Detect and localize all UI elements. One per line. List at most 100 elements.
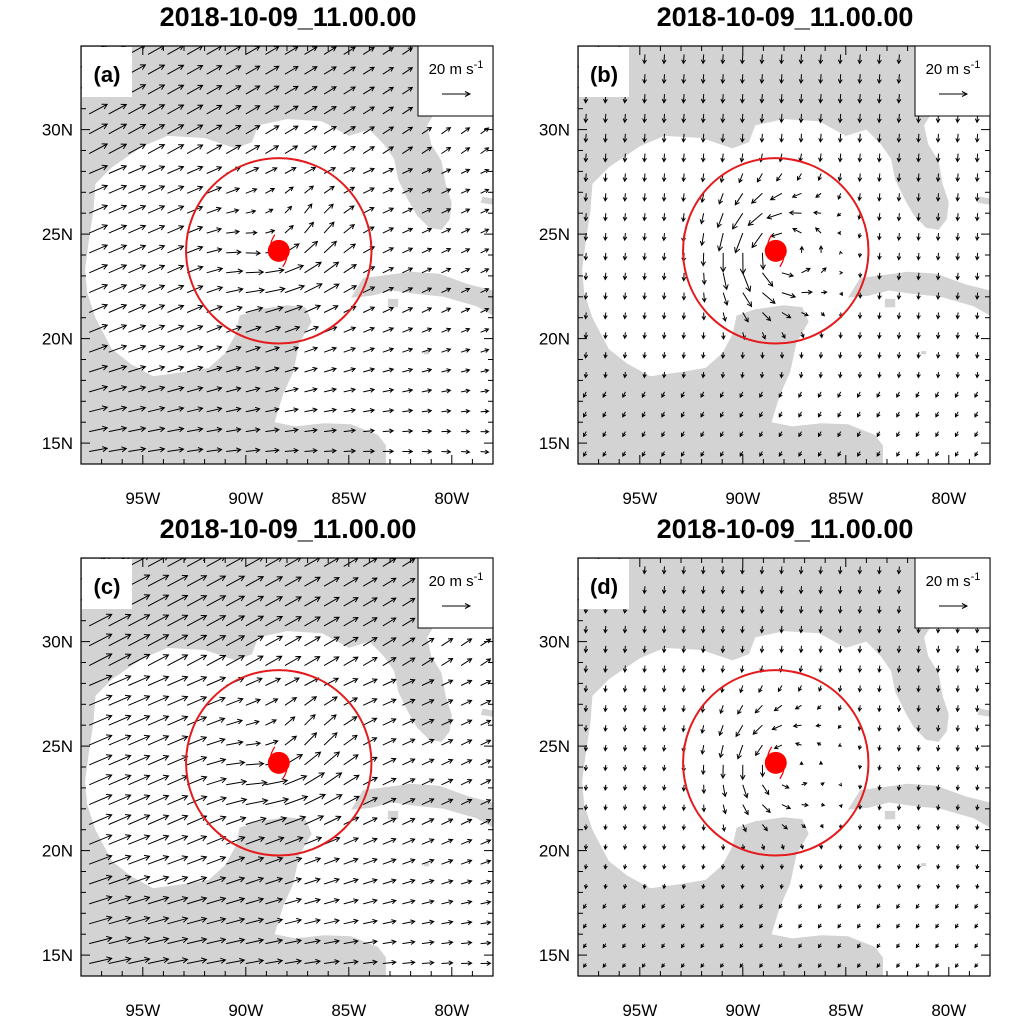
wind-vector — [362, 698, 378, 706]
wind-vector — [955, 173, 961, 183]
wind-vector — [642, 745, 647, 752]
wind-vector — [720, 94, 726, 104]
wind-vector — [603, 625, 608, 634]
wind-vector — [147, 895, 170, 905]
wind-vector — [265, 635, 284, 647]
wind-vector — [603, 252, 608, 261]
wind-vector — [402, 327, 414, 333]
wind-vector — [382, 878, 397, 885]
wind-vector — [343, 959, 359, 965]
wind-vector — [304, 751, 322, 766]
wind-vector — [382, 777, 397, 786]
wind-vector — [758, 685, 763, 694]
storm-radius-circle — [682, 669, 870, 857]
wind-vector — [818, 883, 823, 890]
wind-vector — [681, 784, 687, 792]
wind-vector — [343, 918, 359, 925]
wind-vector — [798, 943, 803, 949]
wind-vector — [167, 205, 185, 214]
wind-vector — [740, 371, 745, 379]
wind-vector — [402, 899, 416, 905]
wind-vector — [108, 425, 128, 433]
wind-vector — [837, 451, 842, 457]
wind-vector — [128, 834, 151, 845]
wind-vector — [896, 824, 902, 831]
wind-vector — [284, 346, 300, 353]
reference-vector-box — [914, 45, 991, 117]
wind-vector — [740, 625, 745, 634]
wind-vector — [128, 324, 147, 333]
wind-vector — [661, 193, 667, 202]
wind-vector — [936, 824, 941, 831]
wind-vector — [935, 292, 941, 301]
wind-vector — [779, 606, 784, 614]
wind-vector — [167, 144, 185, 155]
wind-vector — [147, 715, 170, 726]
wind-vector — [818, 94, 824, 104]
wind-vector — [167, 365, 185, 373]
wind-vector — [700, 451, 705, 457]
lat-label: 20N — [42, 842, 73, 861]
lat-label: 15N — [539, 434, 570, 453]
wind-vector — [747, 212, 763, 226]
wind-vector — [701, 292, 707, 303]
wind-vector — [701, 566, 706, 575]
wind-vector — [323, 221, 335, 234]
storm-center-marker — [267, 751, 290, 774]
wind-vector — [382, 347, 395, 353]
wind-vector — [818, 74, 824, 85]
wind-vector — [89, 264, 109, 274]
wind-vector — [603, 883, 608, 890]
wind-vector — [323, 167, 337, 174]
wind-vector — [245, 269, 265, 276]
wind-vector — [857, 371, 863, 379]
wind-vector — [583, 804, 589, 811]
wind-vector — [954, 431, 959, 438]
wind-vector — [955, 252, 961, 261]
wind-vector — [720, 586, 726, 595]
wind-vector — [877, 685, 882, 693]
wind-vector — [167, 875, 189, 885]
wind-vector — [798, 451, 803, 457]
wind-vector — [837, 431, 842, 438]
wind-vector — [186, 676, 208, 686]
wind-vector — [89, 446, 109, 453]
wind-vector — [304, 221, 315, 234]
wind-vector — [701, 665, 706, 674]
wind-vector — [89, 184, 109, 194]
wind-vector — [89, 164, 109, 174]
map-content — [578, 46, 990, 464]
wind-vector — [759, 431, 764, 438]
wind-vector — [718, 744, 724, 759]
wind-vector — [363, 387, 376, 393]
wind-vector — [896, 272, 902, 281]
wind-vector — [732, 212, 744, 230]
wind-vector — [896, 113, 902, 124]
wind-vector — [916, 252, 921, 261]
wind-vector — [147, 558, 168, 567]
wind-vector — [167, 64, 185, 75]
wind-vector — [186, 876, 208, 885]
wind-vector — [88, 613, 113, 627]
wind-vector — [363, 959, 378, 966]
wind-vector — [794, 742, 802, 747]
land-bahamas — [977, 196, 990, 205]
wind-vector — [304, 145, 318, 155]
lat-label: 20N — [539, 330, 570, 349]
wind-vector — [480, 759, 492, 766]
wind-vector — [583, 272, 589, 281]
wind-vector — [343, 577, 359, 587]
wind-vector — [89, 834, 113, 845]
wind-vector — [817, 411, 822, 418]
wind-vector — [363, 367, 376, 373]
wind-vector — [896, 645, 902, 654]
wind-vector — [421, 798, 435, 806]
wind-vector — [128, 446, 147, 453]
wind-vector — [877, 864, 882, 870]
wind-vector — [622, 213, 628, 222]
wind-vector — [877, 784, 882, 791]
wind-vector — [680, 391, 685, 399]
wind-vector — [460, 719, 473, 726]
wind-vector — [642, 705, 647, 713]
storm-radius-circle — [185, 157, 373, 345]
